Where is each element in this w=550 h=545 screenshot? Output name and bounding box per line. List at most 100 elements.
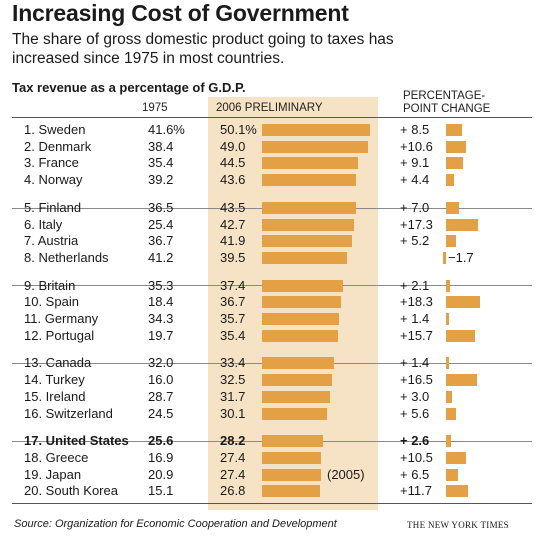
bar-change	[446, 218, 479, 231]
change-value: + 2.6	[400, 433, 430, 449]
bar-change	[446, 157, 463, 170]
bar-2006	[262, 235, 353, 248]
value-2006: 49.0	[220, 138, 246, 154]
value-2006: 39.5	[220, 249, 246, 265]
change-value: +15.7	[400, 327, 433, 343]
change-value: −1.7	[448, 249, 474, 265]
value-1975: 36.5	[148, 199, 174, 215]
row-label: 16. Switzerland	[24, 405, 113, 421]
bar-change	[446, 468, 459, 481]
value-2006: 26.8	[220, 483, 246, 499]
value-2006: 36.7	[220, 294, 246, 310]
row-label: 4. Norway	[24, 172, 83, 188]
row-label: 19. Japan	[24, 466, 82, 482]
bar-2006	[262, 124, 370, 136]
change-value: + 7.0	[400, 199, 430, 215]
column-header-change-line1: PERCENTAGE-	[403, 90, 486, 102]
bar-2006	[262, 407, 327, 420]
value-1975: 41.6%	[148, 122, 185, 137]
bar-change	[446, 451, 466, 464]
value-1975: 25.6	[148, 433, 174, 449]
bar-2006	[262, 157, 358, 170]
change-value: +16.5	[400, 372, 433, 388]
change-value: + 5.2	[400, 233, 430, 249]
bar-change	[446, 235, 456, 248]
row-label: 9. Britain	[24, 277, 76, 293]
change-value: + 8.5	[400, 122, 430, 137]
table-title: Tax revenue as a percentage of G.D.P.	[12, 80, 246, 95]
change-value: + 1.4	[400, 311, 430, 326]
bar-2006	[262, 201, 356, 214]
value-1975: 35.3	[148, 277, 174, 293]
value-1975: 16.9	[148, 449, 174, 465]
bar-change	[446, 407, 457, 420]
bar-change	[446, 201, 459, 214]
value-2006: 43.6	[220, 172, 246, 188]
value-1975: 34.3	[148, 311, 174, 326]
value-2006: 32.5	[220, 372, 246, 388]
bar-change	[446, 329, 476, 342]
bar-2006	[262, 279, 343, 292]
row-label: 20. South Korea	[24, 483, 118, 499]
bar-2006	[262, 329, 339, 342]
value-1975: 32.0	[148, 355, 174, 371]
change-value: + 6.5	[400, 466, 430, 482]
value-2006: 41.9	[220, 233, 246, 249]
row-label: 18. Greece	[24, 449, 89, 465]
bar-change	[446, 390, 452, 403]
bar-2006	[262, 140, 368, 153]
row-label: 8. Netherlands	[24, 249, 109, 265]
change-value: + 3.0	[400, 388, 430, 404]
credit-line: THE NEW YORK TIMES	[407, 520, 509, 530]
table-bottom-rule	[12, 503, 532, 504]
row-label: 2. Denmark	[24, 138, 92, 154]
value-2006: 28.2	[220, 433, 246, 449]
change-value: +10.5	[400, 449, 433, 465]
value-2006: 37.4	[220, 277, 246, 293]
chart-subtitle: The share of gross domestic product goin…	[12, 31, 394, 67]
value-1975: 19.7	[148, 327, 174, 343]
bar-change	[446, 296, 480, 309]
bar-2006	[262, 374, 333, 387]
value-2006: 30.1	[220, 405, 246, 421]
bar-change	[446, 140, 466, 153]
row-label: 3. France	[24, 155, 79, 171]
value-2006: 27.4	[220, 449, 246, 465]
value-2006: 42.7	[220, 216, 246, 232]
value-2006: 35.4	[220, 327, 246, 343]
value-1975: 20.9	[148, 466, 174, 482]
value-1975: 39.2	[148, 172, 174, 188]
change-value: +17.3	[400, 216, 433, 232]
bar-change	[446, 485, 468, 498]
bar-change	[446, 279, 450, 292]
value-2006: 35.7	[220, 311, 246, 326]
bar-2006	[262, 313, 339, 325]
row-label: 14. Turkey	[24, 372, 85, 388]
note-label: (2005)	[327, 466, 365, 482]
value-1975: 18.4	[148, 294, 174, 310]
bar-change	[442, 251, 446, 264]
bar-2006	[262, 435, 323, 448]
value-2006: 44.5	[220, 155, 246, 171]
change-value: +11.7	[400, 483, 432, 499]
bar-2006	[262, 451, 322, 464]
bar-2006	[262, 174, 356, 187]
table-top-rule	[12, 117, 532, 118]
row-label: 12. Portugal	[24, 327, 95, 343]
row-label: 13. Canada	[24, 355, 92, 371]
row-label: 6. Italy	[24, 216, 63, 232]
change-value: + 1.4	[400, 355, 430, 371]
source-note: Source: Organization for Economic Cooper…	[14, 518, 337, 530]
column-header-change-line2: POINT CHANGE	[403, 103, 491, 115]
value-2006: 50.1%	[220, 122, 257, 137]
value-1975: 38.4	[148, 138, 174, 154]
bar-2006	[262, 251, 348, 264]
bar-change	[446, 313, 449, 325]
row-label: 11. Germany	[24, 311, 99, 326]
row-label: 17. United States	[24, 433, 129, 449]
column-header-2006: 2006 PRELIMINARY	[216, 102, 323, 114]
bar-2006	[262, 468, 322, 481]
value-2006: 33.4	[220, 355, 246, 371]
chart-title: Increasing Cost of Government	[12, 0, 349, 26]
bar-2006	[262, 357, 334, 370]
